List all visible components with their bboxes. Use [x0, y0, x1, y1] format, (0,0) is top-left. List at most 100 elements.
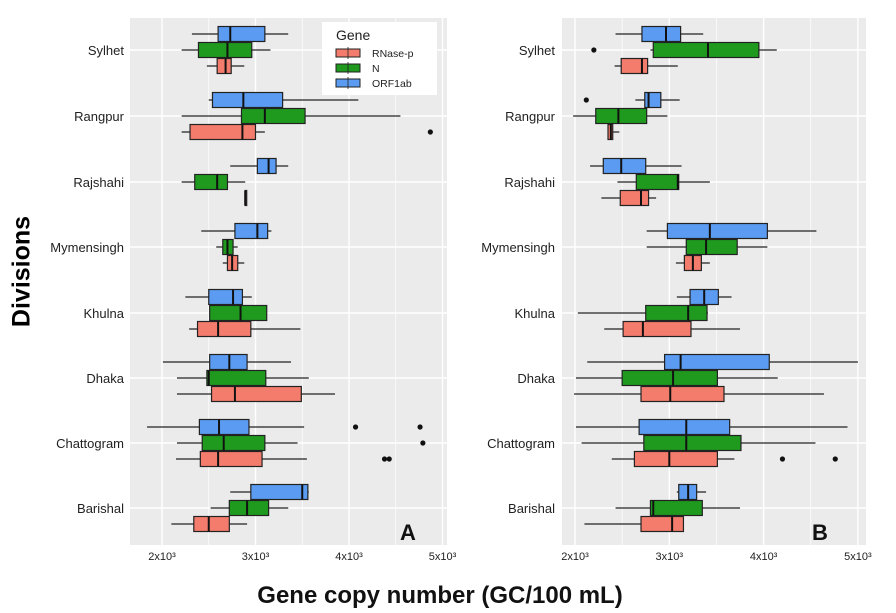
box-n-barishal	[615, 499, 741, 517]
y-axis-title: Divisions	[7, 215, 36, 328]
box-orf1ab-rajshahi	[230, 157, 289, 175]
panel-label: B	[812, 520, 828, 545]
box-n-chattogram	[176, 434, 426, 452]
outlier-point	[381, 456, 388, 462]
box	[208, 288, 244, 306]
box-rnase-p-sylhet	[614, 57, 678, 75]
x-tick-label: 3x10³	[242, 551, 270, 563]
legend-label: ORF1ab	[372, 78, 412, 90]
box	[633, 450, 718, 468]
box	[196, 320, 252, 338]
box	[666, 222, 768, 240]
box	[622, 320, 692, 338]
box-n-rangpur	[181, 107, 401, 125]
y-tick-label: Sylhet	[88, 43, 125, 58]
box-rnase-p-khulna	[604, 320, 741, 338]
box	[209, 304, 268, 322]
box	[199, 450, 263, 468]
panel-B: Sylhet Rangpur Rajshahi Mymensingh Khulna Dha…	[481, 18, 872, 563]
x-axis-title: Gene copy number (GC/100 mL)	[257, 582, 623, 609]
box	[620, 57, 649, 75]
y-tick-label: Rajshahi	[504, 175, 555, 190]
box-n-chattogram	[581, 434, 816, 452]
box-orf1ab-barishal	[676, 483, 707, 501]
box	[250, 483, 309, 501]
box-orf1ab-rangpur	[208, 91, 359, 109]
panel-label: A	[400, 520, 416, 545]
box	[193, 515, 230, 533]
box-rnase-p-rajshahi	[601, 189, 657, 207]
x-tick-label: 4x10³	[335, 551, 363, 563]
box-rnase-p-sylhet	[206, 57, 245, 75]
box-rnase-p-rajshahi	[244, 189, 248, 207]
box-orf1ab-chattogram	[147, 418, 423, 436]
box-n-dhaka	[575, 369, 778, 387]
y-tick-label: Rangpur	[505, 109, 556, 124]
y-tick-label: Chattogram	[487, 436, 555, 451]
box	[217, 25, 266, 43]
box-rnase-p-barishal	[584, 515, 685, 533]
plot-background	[130, 18, 447, 545]
box-rnase-p-mymensingh	[222, 254, 245, 272]
x-tick-label: 5x10³	[844, 551, 872, 563]
box-n-khulna	[209, 304, 268, 322]
box-orf1ab-barishal	[230, 483, 309, 501]
y-tick-label: Barishal	[508, 501, 555, 516]
y-tick-label: Dhaka	[86, 371, 124, 386]
box	[210, 385, 302, 403]
outlier-point	[583, 97, 589, 103]
box	[638, 418, 731, 436]
box	[194, 173, 229, 191]
box-rnase-p-rangpur	[607, 123, 620, 141]
box	[234, 222, 269, 240]
box-n-khulna	[577, 304, 708, 322]
box-n-rajshahi	[181, 173, 246, 191]
x-tick-label: 3x10³	[656, 551, 684, 563]
box	[621, 369, 718, 387]
box-orf1ab-dhaka	[162, 353, 292, 371]
box-rnase-p-khulna	[189, 320, 301, 338]
outlier-point	[779, 456, 786, 462]
box	[649, 499, 703, 517]
panel-A: Sylhet Rangpur Rajshahi Mymensingh Khulna Dha…	[50, 18, 457, 563]
y-tick-label: Rangpur	[74, 109, 125, 124]
box-orf1ab-rangpur	[583, 91, 680, 109]
box-orf1ab-chattogram	[575, 418, 848, 436]
x-tick-label: 4x10³	[750, 551, 778, 563]
outlier-point	[420, 440, 426, 446]
box-rnase-p-barishal	[171, 515, 248, 533]
box	[595, 107, 648, 125]
box-orf1ab-mymensingh	[646, 222, 817, 240]
y-tick-label: Mymensingh	[481, 240, 555, 255]
box	[640, 515, 685, 533]
box	[189, 123, 257, 141]
outlier-point	[352, 424, 359, 430]
box	[240, 107, 306, 125]
y-tick-label: Mymensingh	[50, 240, 124, 255]
box	[228, 499, 270, 517]
box	[652, 41, 760, 59]
legend-label: RNase-p	[372, 48, 414, 60]
y-tick-label: Rajshahi	[73, 175, 124, 190]
box-rnase-p-rangpur	[181, 123, 433, 141]
box	[198, 418, 250, 436]
box	[685, 238, 738, 256]
box	[256, 157, 277, 175]
box-orf1ab-dhaka	[587, 353, 858, 371]
box-n-mymensingh	[216, 238, 238, 256]
box	[640, 385, 725, 403]
box	[645, 304, 708, 322]
legend-label: N	[372, 63, 380, 75]
box	[635, 173, 680, 191]
box	[197, 41, 253, 59]
box-orf1ab-sylhet	[191, 25, 289, 43]
legend-title: Gene	[336, 27, 370, 43]
outlier-point	[386, 456, 392, 462]
box	[643, 434, 742, 452]
box	[211, 91, 284, 109]
box-n-mymensingh	[646, 238, 768, 256]
box	[216, 57, 232, 75]
box	[201, 434, 266, 452]
x-tick-label: 5x10³	[429, 551, 457, 563]
